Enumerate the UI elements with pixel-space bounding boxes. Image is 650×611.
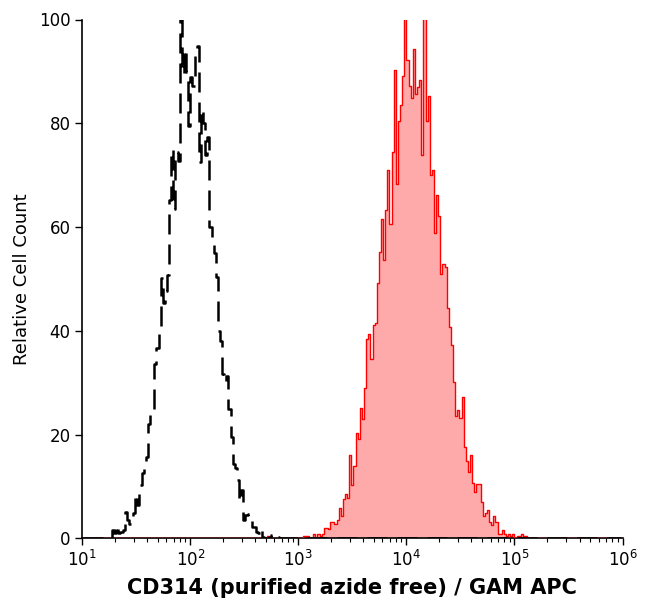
Y-axis label: Relative Cell Count: Relative Cell Count	[12, 193, 31, 365]
X-axis label: CD314 (purified azide free) / GAM APC: CD314 (purified azide free) / GAM APC	[127, 579, 577, 599]
